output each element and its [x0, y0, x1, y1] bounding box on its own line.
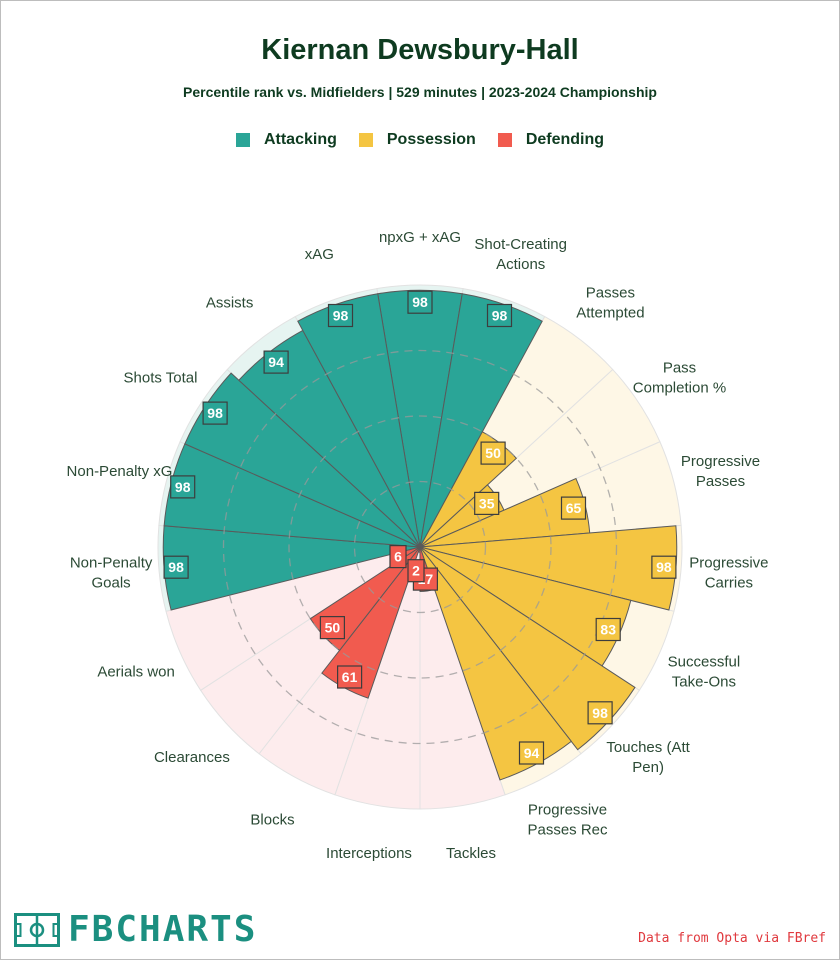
- category-label-touches-att-pen: Touches (Att Pen): [606, 739, 690, 776]
- value-box-non-penalty-xg: [170, 475, 196, 499]
- category-label-shots-total: Shots Total: [124, 369, 198, 386]
- legend-swatch-possession: [358, 133, 373, 147]
- value-box-progressive-passes: [560, 496, 587, 520]
- value-label-shot-creating-actions: 98: [492, 308, 508, 324]
- value-label-assists: 94: [268, 354, 284, 370]
- value-label-non-penalty-xg: 98: [175, 479, 191, 495]
- category-label-xag: xAG: [305, 246, 334, 263]
- category-label-successful-take-ons: Successful Take-Ons: [668, 654, 741, 691]
- value-label-shots-total: 98: [207, 405, 223, 421]
- value-box-successful-take-ons: [595, 617, 621, 642]
- value-box-pass-completion: [474, 491, 500, 515]
- value-label-successful-take-ons: 83: [600, 622, 616, 638]
- brand-logo: FBCHARTS: [14, 910, 257, 950]
- category-label-aerials-won: Aerials won: [97, 664, 175, 681]
- value-box-interceptions: [407, 559, 425, 583]
- legend-swatch-attacking: [235, 133, 250, 147]
- category-label-non-penalty-xg: Non-Penalty xG: [67, 463, 173, 480]
- legend-label-defending: Defending: [525, 131, 605, 148]
- value-box-shot-creating-actions: [486, 303, 513, 328]
- category-label-blocks: Blocks: [250, 812, 294, 829]
- value-box-xag: [327, 303, 354, 328]
- legend-label-possession: Possession: [386, 131, 476, 148]
- value-label-pass-completion: 35: [479, 495, 495, 511]
- value-label-blocks: 61: [342, 669, 358, 685]
- gridline-50: [288, 415, 552, 679]
- category-label-clearances: Clearances: [154, 749, 230, 766]
- value-label-non-penalty-goals: 98: [168, 559, 184, 575]
- chart-title: Kiernan Dewsbury-Hall: [261, 34, 579, 66]
- value-box-aerials-won: [389, 544, 407, 569]
- value-box-touches-att-pen: [587, 701, 613, 725]
- value-label-passes-attempted: 50: [485, 445, 501, 461]
- value-box-npxg-xag: [407, 290, 433, 314]
- gridline-25: [353, 480, 487, 614]
- category-label-shot-creating-actions: Shot-Creating Actions: [474, 236, 567, 273]
- legend-label-attacking: Attacking: [263, 131, 337, 148]
- value-label-progressive-passes-rec: 94: [524, 745, 540, 761]
- brand-name: FBCHARTS: [68, 909, 258, 950]
- category-label-progressive-carries: Progressive Carries: [689, 555, 768, 592]
- category-label-progressive-passes: Progressive Passes: [681, 453, 760, 490]
- value-box-assists: [263, 350, 289, 374]
- category-label-interceptions: Interceptions: [326, 845, 412, 862]
- category-label-tackles: Tackles: [446, 845, 496, 862]
- value-box-shots-total: [202, 401, 228, 425]
- value-box-clearances: [319, 615, 345, 640]
- value-label-progressive-carries: 98: [656, 559, 672, 575]
- value-label-aerials-won: 6: [394, 549, 402, 565]
- gridline-75: [222, 349, 618, 745]
- pitch-icon: [14, 913, 60, 947]
- legend-item-possession: Possession: [358, 131, 476, 149]
- value-label-clearances: 50: [325, 620, 341, 636]
- value-box-blocks: [337, 665, 363, 689]
- category-label-non-penalty-goals: Non-Penalty Goals: [70, 555, 153, 592]
- value-label-npxg-xag: 98: [412, 294, 428, 310]
- legend-item-defending: Defending: [497, 131, 605, 149]
- value-box-progressive-passes-rec: [518, 741, 545, 765]
- value-label-progressive-passes: 65: [566, 500, 582, 516]
- data-source: Data from Opta via FBref: [638, 931, 826, 946]
- value-label-touches-att-pen: 98: [592, 705, 608, 721]
- value-box-passes-attempted: [480, 441, 506, 465]
- category-label-npxg-xag: npxG + xAG: [379, 229, 461, 246]
- legend: Attacking Possession Defending: [0, 131, 840, 149]
- value-box-progressive-carries: [651, 555, 677, 579]
- value-label-interceptions: 2: [412, 563, 420, 579]
- legend-swatch-defending: [497, 133, 512, 147]
- value-box-non-penalty-goals: [163, 555, 189, 579]
- value-label-xag: 98: [333, 308, 349, 324]
- category-label-progressive-passes-rec: Progressive Passes Rec: [527, 802, 608, 839]
- category-label-pass-completion: Pass Completion %: [633, 359, 726, 396]
- category-label-passes-attempted: Passes Attempted: [576, 284, 644, 321]
- legend-item-attacking: Attacking: [235, 131, 337, 149]
- category-label-assists: Assists: [206, 294, 254, 311]
- chart-subtitle: Percentile rank vs. Midfielders | 529 mi…: [183, 84, 657, 100]
